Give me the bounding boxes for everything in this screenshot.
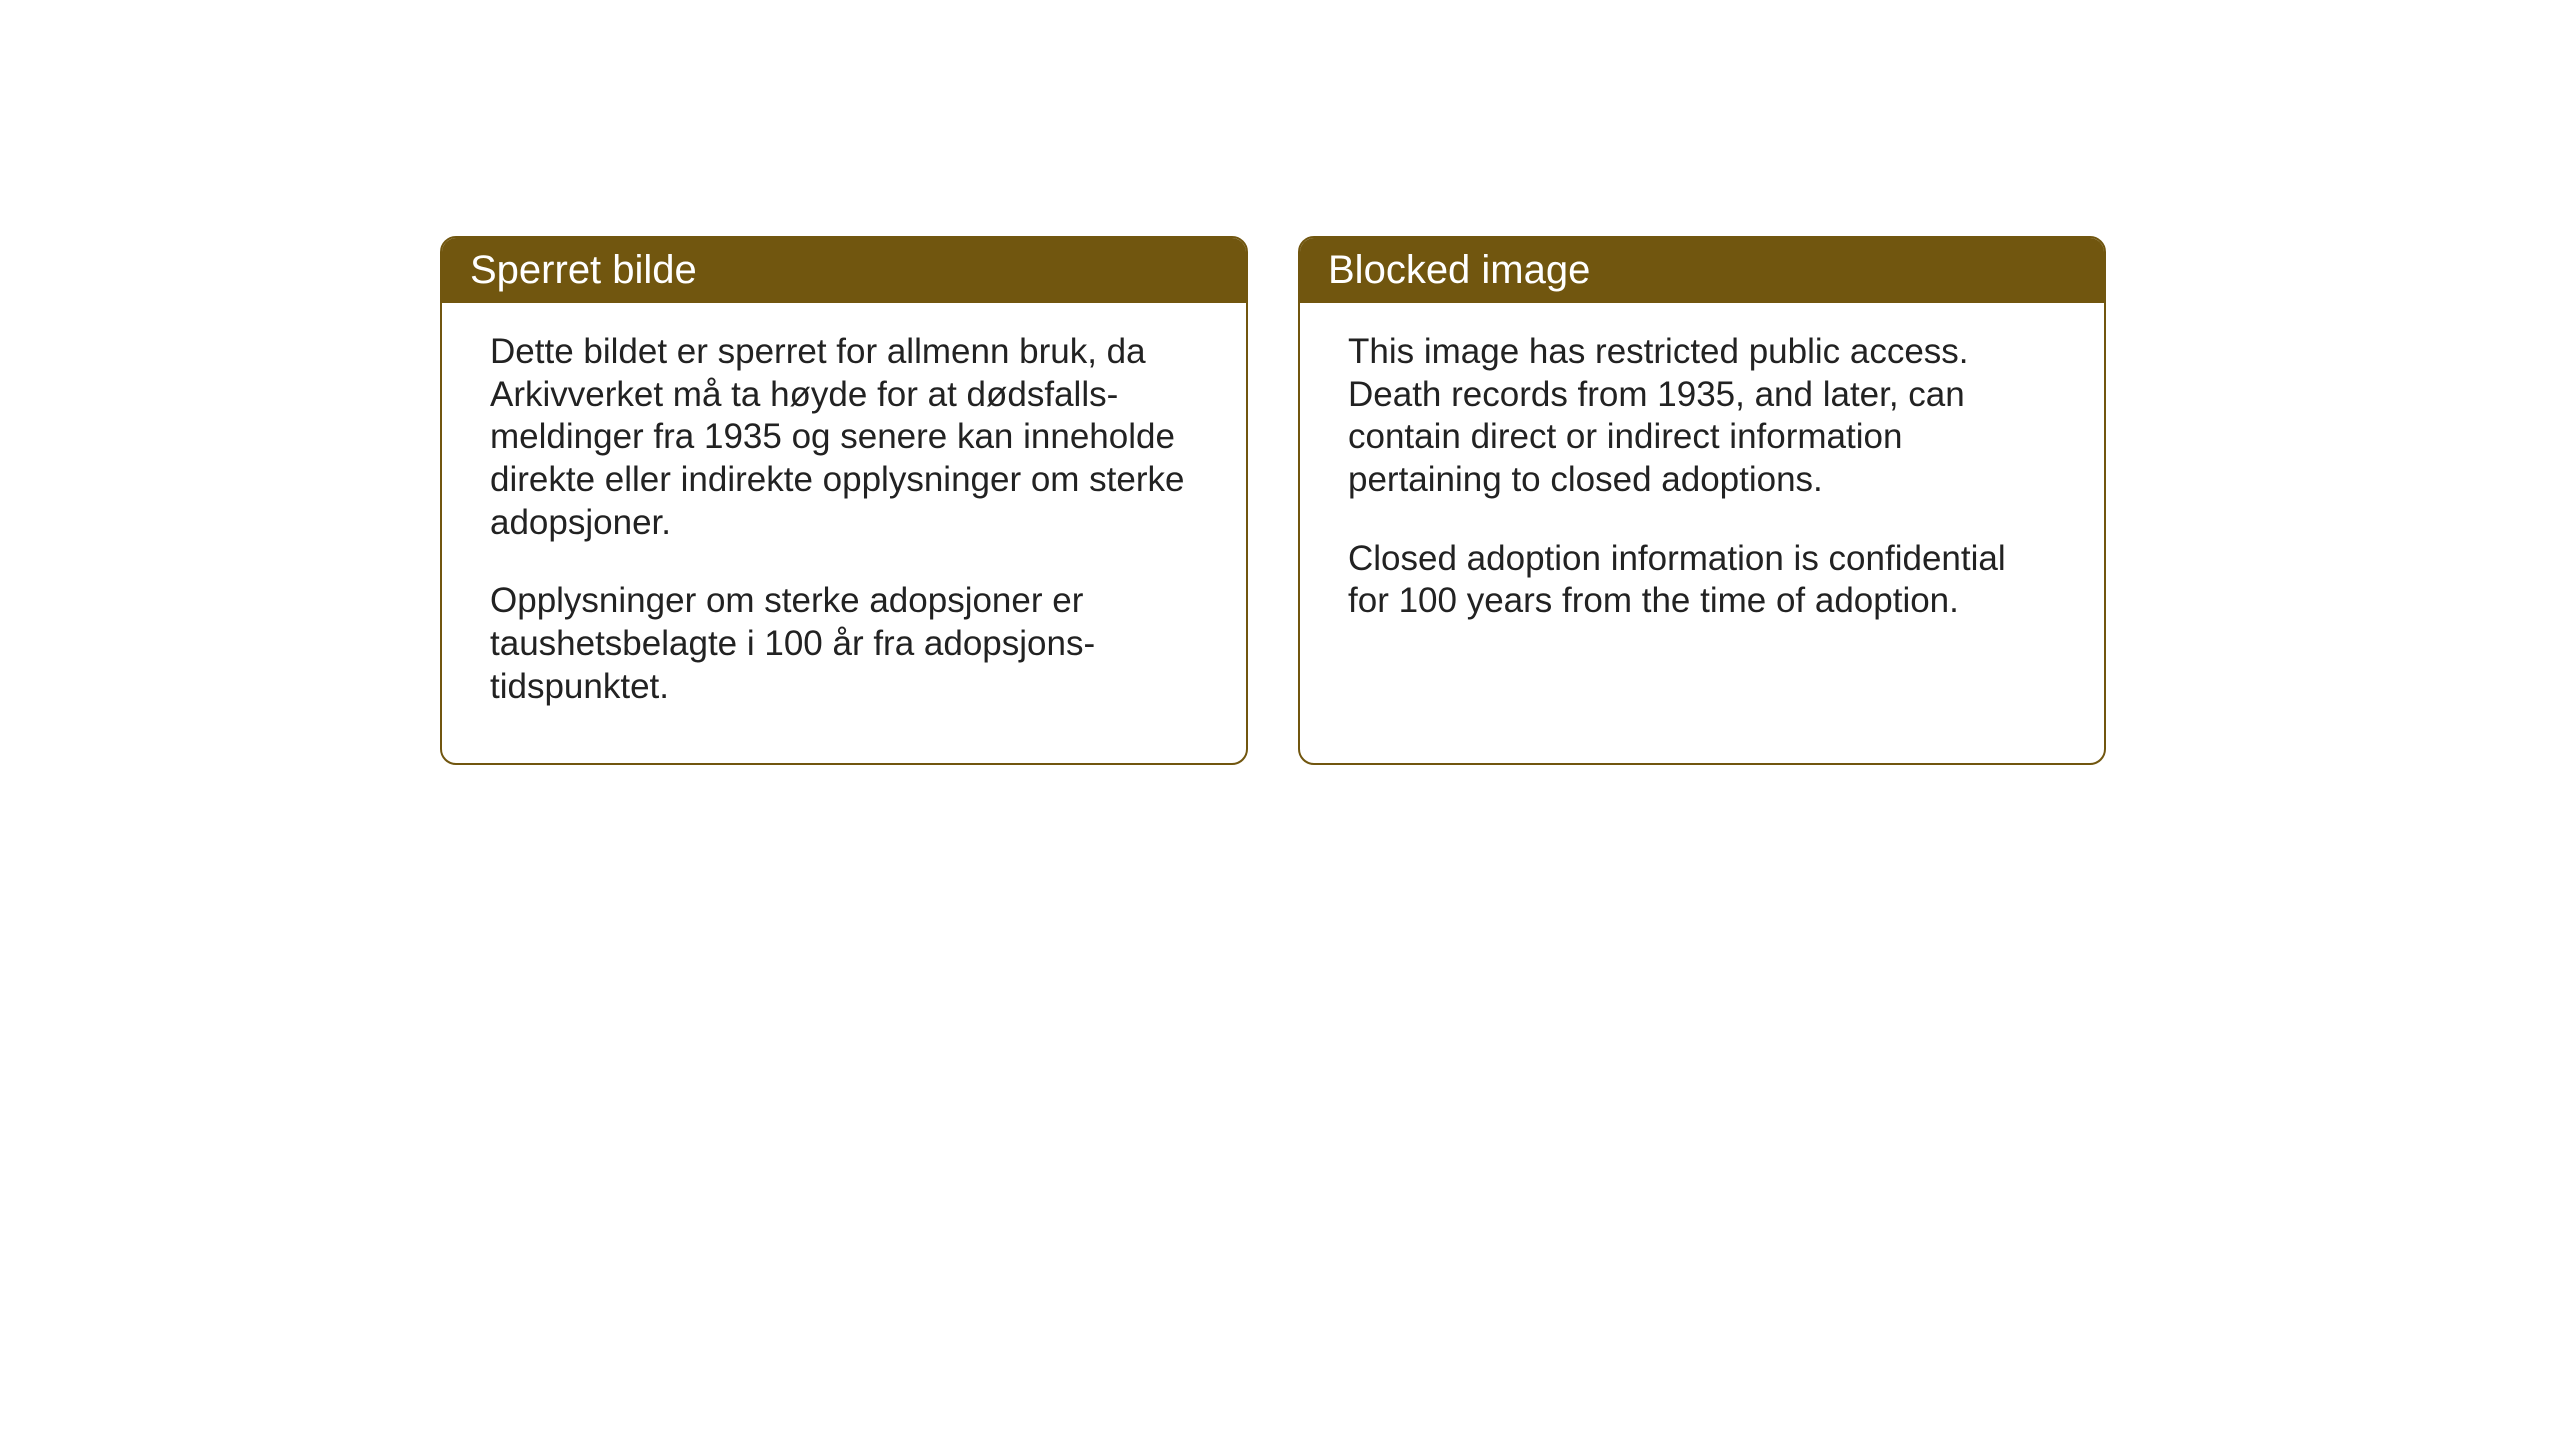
english-notice-card: Blocked image This image has restricted … xyxy=(1298,236,2106,765)
notice-cards-container: Sperret bilde Dette bildet er sperret fo… xyxy=(440,236,2106,765)
norwegian-card-body: Dette bildet er sperret for allmenn bruk… xyxy=(442,303,1246,763)
norwegian-paragraph-2: Opplysninger om sterke adopsjoner er tau… xyxy=(490,580,1198,708)
norwegian-notice-card: Sperret bilde Dette bildet er sperret fo… xyxy=(440,236,1248,765)
english-paragraph-2: Closed adoption information is confident… xyxy=(1348,538,2056,623)
english-card-title: Blocked image xyxy=(1300,238,2104,303)
english-paragraph-1: This image has restricted public access.… xyxy=(1348,331,2056,502)
norwegian-paragraph-1: Dette bildet er sperret for allmenn bruk… xyxy=(490,331,1198,544)
norwegian-card-title: Sperret bilde xyxy=(442,238,1246,303)
english-card-body: This image has restricted public access.… xyxy=(1300,303,2104,677)
